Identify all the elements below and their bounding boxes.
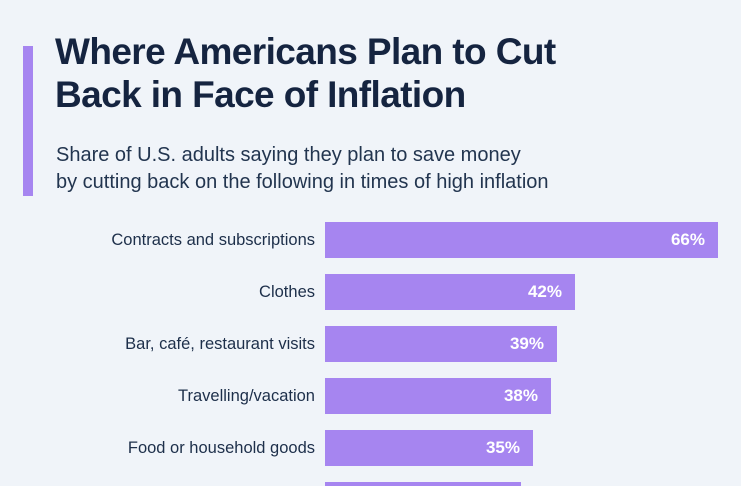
chart-row: Food or household goods 35% <box>0 430 741 466</box>
value-label: 38% <box>503 386 538 405</box>
value-label: 39% <box>509 334 544 353</box>
chart-row-partial <box>0 482 741 486</box>
category-label: Contracts and subscriptions <box>111 230 315 249</box>
bar-chart: Contracts and subscriptions 66% Clothes 42%… <box>0 222 741 486</box>
category-label: Food or household goods <box>127 438 315 457</box>
title-accent-bar <box>23 46 33 196</box>
chart-row: Travelling/vacation 38% <box>0 378 741 414</box>
chart-subtitle-line-1: Share of U.S. adults saying they plan to… <box>56 144 521 166</box>
bar: 39% <box>325 326 557 362</box>
value-label: 66% <box>670 230 705 249</box>
category-label: Bar, café, restaurant visits <box>125 334 315 353</box>
chart-row: Clothes 42% <box>0 274 741 310</box>
bar: 66% <box>325 222 718 258</box>
category-label: Clothes <box>259 282 315 301</box>
chart-row: Contracts and subscriptions 66% <box>0 222 741 258</box>
value-label: 42% <box>527 282 562 301</box>
value-label: 35% <box>485 438 520 457</box>
chart-title-line-2: Back in Face of Inflation <box>55 74 466 115</box>
bar: 35% <box>325 430 533 466</box>
chart-title-line-1: Where Americans Plan to Cut <box>55 31 556 72</box>
bar <box>325 482 521 486</box>
chart-row: Bar, café, restaurant visits 39% <box>0 326 741 362</box>
chart-subtitle: Share of U.S. adults saying they plan to… <box>56 142 549 196</box>
bar: 38% <box>325 378 551 414</box>
category-label: Travelling/vacation <box>178 386 315 405</box>
chart-subtitle-line-2: by cutting back on the following in time… <box>56 171 549 193</box>
chart-title: Where Americans Plan to Cut Back in Face… <box>55 30 556 116</box>
bar: 42% <box>325 274 575 310</box>
